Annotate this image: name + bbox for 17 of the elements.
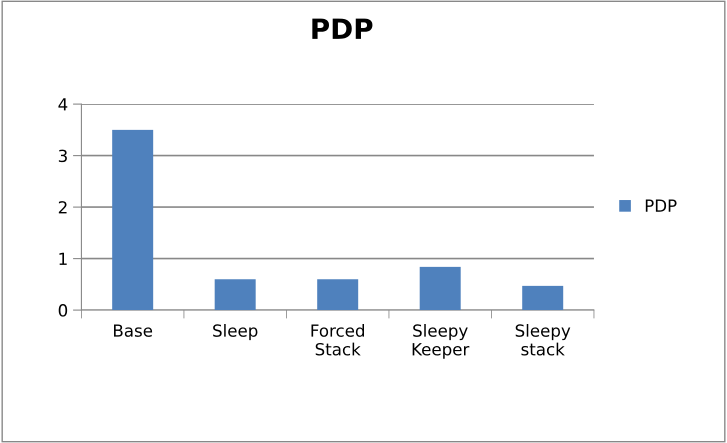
x-tick-label: Forced Stack <box>312 324 364 356</box>
x-tick-label: Sleepy Keeper <box>412 324 470 359</box>
chart-title: PDP <box>312 18 372 39</box>
bar <box>522 286 564 310</box>
legend-label: PDP <box>646 200 677 212</box>
bar <box>420 266 461 310</box>
x-tick-label: Base <box>114 324 152 337</box>
y-tick-label: 2 <box>58 201 67 214</box>
x-tick-label: Sleep <box>213 324 258 340</box>
bar <box>112 130 154 310</box>
y-tick-label: 4 <box>58 98 68 110</box>
y-tick-label: 3 <box>58 150 67 162</box>
bar <box>317 279 358 310</box>
x-tick-label: Sleepy stack <box>516 324 570 356</box>
y-tick-label: 1 <box>59 252 67 265</box>
bar <box>214 279 256 310</box>
y-tick-label: 0 <box>58 304 68 317</box>
